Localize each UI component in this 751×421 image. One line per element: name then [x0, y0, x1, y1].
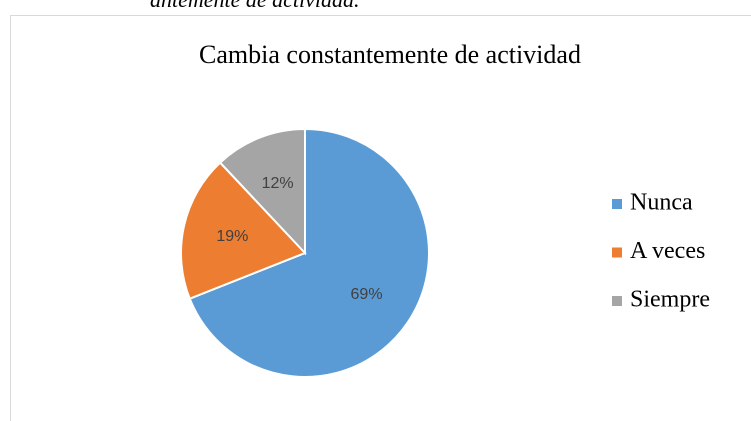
- data-label: 69%: [351, 286, 383, 303]
- legend-swatch: [612, 199, 622, 209]
- data-label: 19%: [216, 228, 248, 245]
- pie-slice: [218, 127, 306, 256]
- legend-label: A veces: [630, 238, 705, 264]
- caption: antemente de actividad.: [150, 0, 360, 12]
- legend-swatch: [612, 296, 622, 306]
- chart-title: Cambia constantemente de actividad: [199, 40, 581, 69]
- pie-slice: [180, 161, 307, 300]
- legend-swatch: [612, 247, 622, 258]
- legend-label: Nunca: [630, 190, 693, 216]
- data-label: 12%: [262, 175, 294, 192]
- legend-label: Siempre: [630, 287, 710, 313]
- pie-slice: [188, 127, 430, 378]
